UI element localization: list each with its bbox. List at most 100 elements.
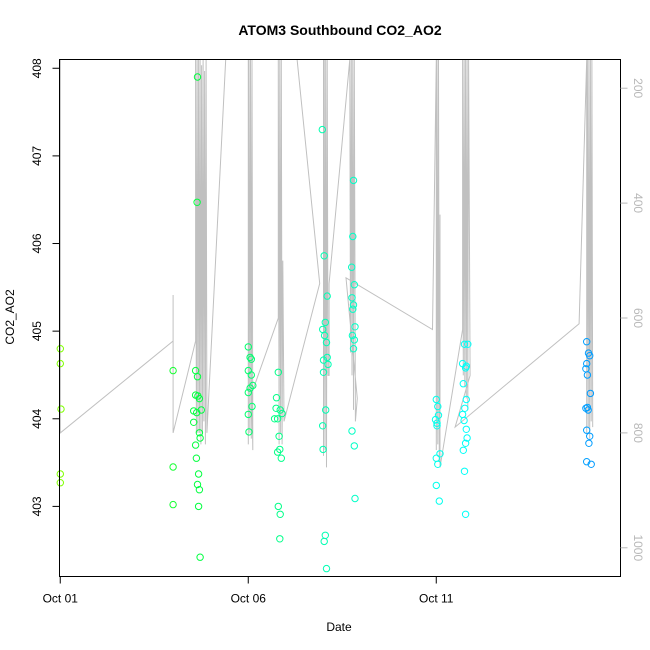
y-tick-label: 404: [30, 408, 44, 428]
data-point: [348, 427, 356, 435]
data-point: [321, 531, 329, 539]
data-point: [461, 510, 470, 518]
data-point: [583, 403, 592, 412]
profile-line: [59, 59, 594, 468]
data-point: [322, 338, 331, 347]
data-point: [460, 416, 468, 425]
data-point: [583, 359, 591, 368]
profile-line-layer: [59, 59, 594, 468]
data-point: [349, 176, 358, 185]
data-point: [319, 422, 327, 430]
y-axis-label: CO2_AO2: [3, 289, 17, 345]
data-point: [349, 305, 357, 313]
data-point: [247, 371, 256, 379]
data-point: [323, 292, 331, 300]
data-point: [586, 389, 595, 398]
data-point: [197, 406, 206, 414]
data-point: [275, 432, 283, 440]
data-point: [246, 353, 254, 362]
data-point: [249, 381, 257, 390]
data-point: [350, 336, 358, 344]
data-point: [432, 395, 440, 404]
data-point: [194, 502, 203, 511]
y-tick-label: 408: [30, 58, 44, 78]
data-point: [432, 454, 440, 462]
data-point: [320, 331, 329, 340]
x-axis-label: Date: [326, 620, 352, 634]
data-point: [195, 394, 204, 403]
data-point: [191, 441, 200, 449]
data-point: [435, 497, 443, 505]
data-point: [350, 442, 358, 450]
data-point: [582, 404, 590, 412]
data-point: [247, 355, 256, 363]
data-point: [322, 564, 331, 573]
data-point: [463, 434, 471, 442]
data-point: [459, 446, 467, 454]
data-point: [169, 463, 177, 471]
data-point: [432, 481, 440, 490]
data-point: [433, 419, 441, 427]
data-point: [272, 404, 280, 412]
plot-frame: [59, 59, 621, 577]
y-tick-label: 406: [30, 233, 44, 253]
data-point: [169, 366, 177, 375]
data-point: [273, 448, 282, 456]
data-point: [270, 415, 279, 423]
y-tick-label: 403: [30, 496, 44, 516]
data-point: [461, 439, 470, 447]
data-point: [351, 323, 359, 331]
data-point: [193, 373, 202, 381]
x-tick-label: Oct 01: [43, 592, 79, 606]
data-point: [585, 439, 593, 447]
y2-axis: 200 400 600 800 1000: [620, 78, 645, 561]
data-point: [277, 454, 285, 462]
data-point: [244, 343, 253, 351]
data-point: [196, 434, 204, 442]
y2-tick-label: 200: [631, 78, 645, 98]
data-point: [322, 406, 330, 414]
data-point: [319, 368, 328, 376]
data-point: [349, 232, 357, 241]
y-tick-label: 407: [30, 146, 44, 166]
data-point: [274, 502, 282, 511]
data-point: [583, 371, 592, 379]
data-point: [248, 402, 256, 411]
data-point: [56, 359, 64, 368]
data-point: [193, 198, 201, 207]
y2-tick-label: 400: [631, 193, 645, 213]
data-point: [583, 338, 591, 346]
data-point: [169, 500, 177, 509]
data-point: [272, 394, 281, 402]
data-point: [196, 553, 204, 561]
data-point: [459, 380, 467, 388]
data-point: [351, 494, 359, 503]
data-point: [436, 450, 444, 458]
data-point: [458, 410, 467, 419]
data-point: [273, 415, 282, 423]
data-point: [56, 479, 64, 487]
data-point: [56, 345, 64, 353]
data-point: [586, 352, 594, 360]
data-point: [276, 406, 284, 414]
y2-tick-label: 800: [631, 423, 645, 443]
data-points-layer: [56, 73, 595, 573]
data-point: [319, 445, 327, 454]
data-point: [350, 281, 358, 289]
data-point: [348, 294, 356, 302]
data-point: [195, 486, 204, 494]
data-point: [460, 340, 469, 348]
data-point: [462, 425, 470, 433]
data-point: [320, 252, 328, 260]
data-point: [190, 418, 198, 426]
data-point: [276, 510, 284, 518]
data-point: [56, 470, 64, 478]
data-point: [434, 460, 442, 468]
y-tick-label: 405: [30, 321, 44, 341]
data-point: [320, 537, 328, 546]
y-axis: 403 404 405 406 407 408: [30, 58, 60, 516]
x-tick-label: Oct 06: [231, 592, 267, 606]
data-point: [349, 301, 358, 309]
data-point: [583, 426, 591, 434]
